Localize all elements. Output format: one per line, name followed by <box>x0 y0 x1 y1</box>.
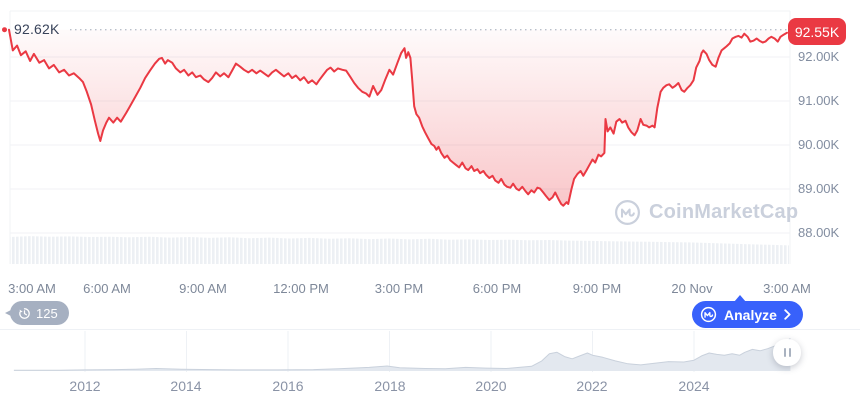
x-axis-label: 6:00 AM <box>83 281 131 296</box>
y-axis-label: 90.00K <box>798 137 840 152</box>
x-axis-label: 9:00 AM <box>179 281 227 296</box>
history-area-fill <box>13 338 791 371</box>
coinmarketcap-logo-icon <box>700 306 717 323</box>
timeline-year-label: 2018 <box>374 378 406 394</box>
x-axis-label: 20 Nov <box>671 281 713 296</box>
timeline-year-label: 2020 <box>475 378 507 394</box>
price-area-fill <box>9 29 787 206</box>
open-price-label: 92.62K <box>14 21 60 37</box>
y-axis-label: 89.00K <box>798 181 840 196</box>
pause-icon <box>788 348 791 357</box>
chevron-right-icon <box>784 309 791 320</box>
history-area-line <box>13 338 791 371</box>
x-axis-label: 3:00 PM <box>374 281 424 296</box>
x-axis-label: 9:00 PM <box>572 281 622 296</box>
timeline-year-label: 2012 <box>69 378 101 394</box>
timeline-year-label: 2016 <box>272 378 304 394</box>
range-drag-handle[interactable] <box>773 339 801 366</box>
watchers-count-badge[interactable]: 125 <box>5 301 69 325</box>
clock-history-icon <box>18 307 31 320</box>
open-price-dot <box>2 27 7 33</box>
section-divider <box>0 329 860 330</box>
timeline-range-selector[interactable] <box>0 330 860 374</box>
y-axis-label: 88.00K <box>798 225 840 240</box>
x-axis-label: 3:00 AM <box>8 281 56 296</box>
timeline-year-label: 2022 <box>576 378 608 394</box>
coinmarketcap-watermark: CoinMarketCap <box>614 199 798 226</box>
price-chart[interactable] <box>0 0 860 272</box>
timeline-year-label: 2024 <box>678 378 710 394</box>
coinmarketcap-logo-icon <box>614 199 641 226</box>
timeline-year-label: 2014 <box>170 378 202 394</box>
current-price-badge: 92.55K <box>788 18 846 45</box>
y-axis-label: 92.00K <box>798 49 840 64</box>
x-axis-label: 3:00 AM <box>763 281 811 296</box>
pause-icon <box>783 348 786 357</box>
watchers-count: 125 <box>36 305 58 321</box>
analyze-button[interactable]: Analyze <box>692 295 803 328</box>
x-axis-label: 6:00 PM <box>472 281 522 296</box>
analyze-label: Analyze <box>724 306 777 323</box>
price-line <box>8 28 788 207</box>
y-axis-label: 91.00K <box>798 93 840 108</box>
x-axis-label: 12:00 PM <box>273 281 329 296</box>
watermark-text: CoinMarketCap <box>649 201 799 223</box>
volume-bars <box>10 236 789 264</box>
